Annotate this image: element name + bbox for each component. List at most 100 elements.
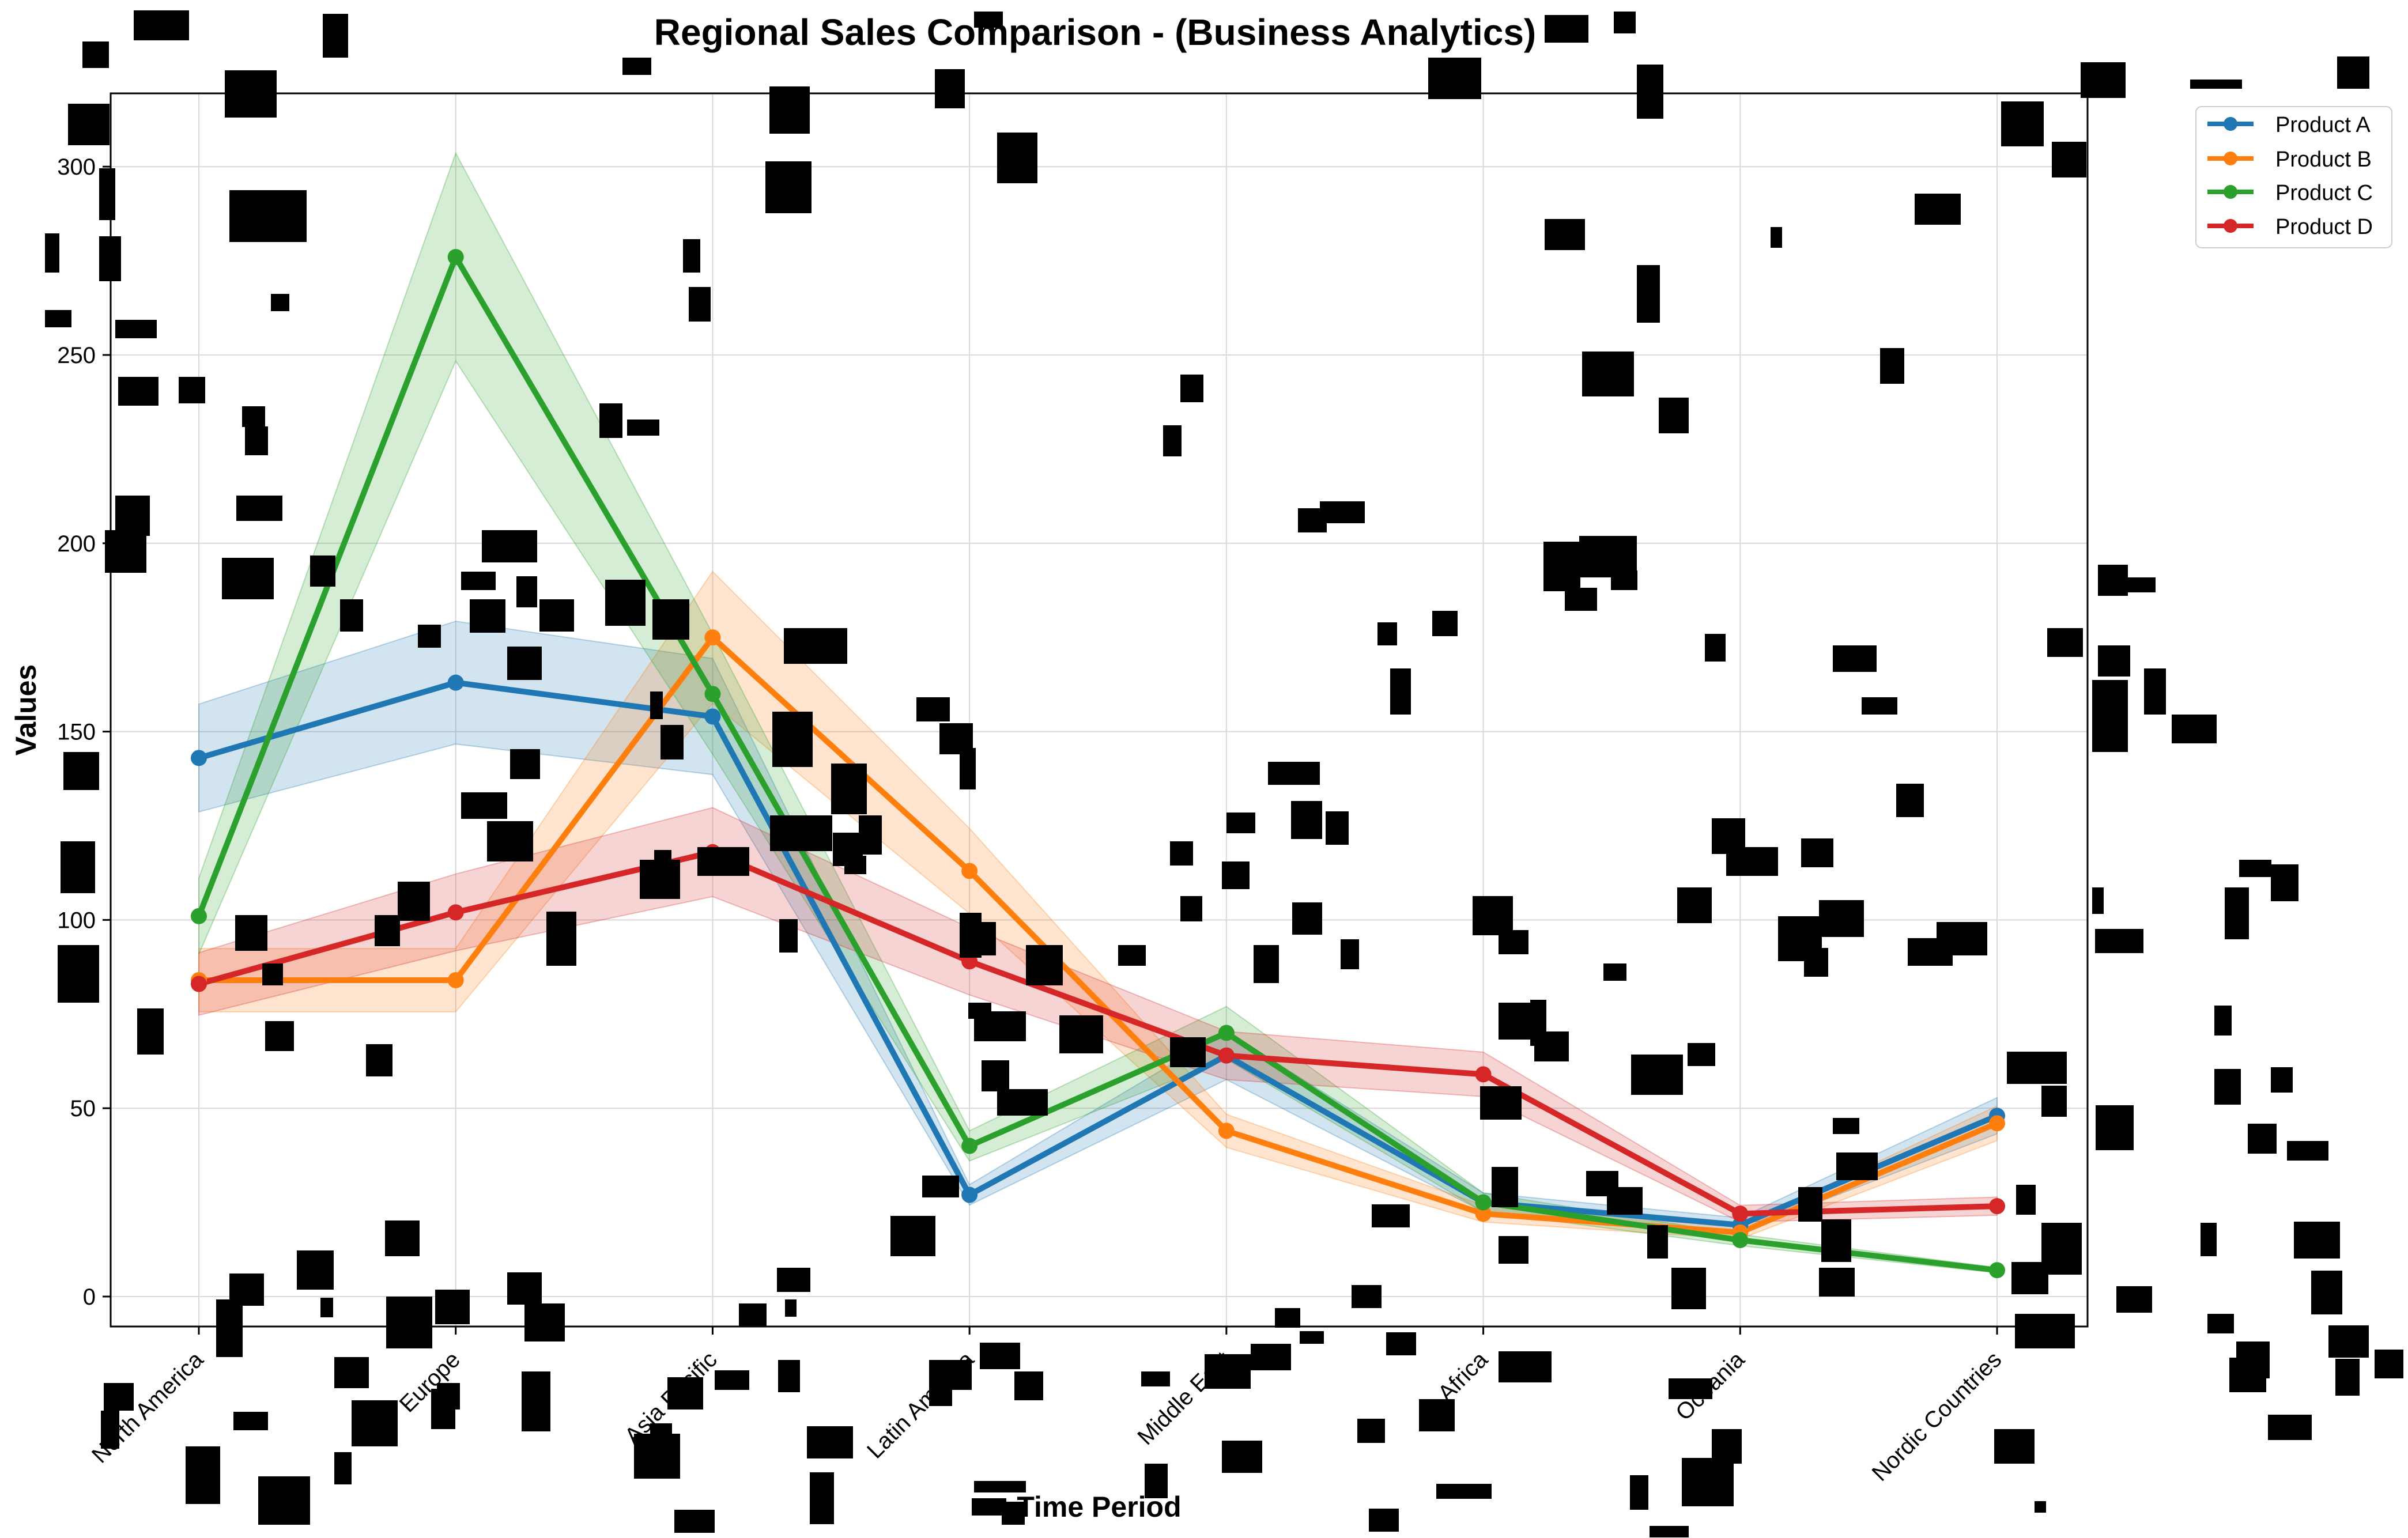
occlusion-block bbox=[225, 70, 277, 118]
occlusion-block bbox=[1631, 1055, 1683, 1095]
occlusion-block bbox=[1833, 1118, 1859, 1134]
occlusion-block bbox=[929, 1360, 952, 1406]
occlusion-block bbox=[229, 190, 307, 242]
occlusion-block bbox=[1565, 588, 1597, 611]
occlusion-block bbox=[1688, 1043, 1715, 1066]
occlusion-block bbox=[82, 41, 109, 68]
occlusion-block bbox=[2214, 1006, 2232, 1036]
point-product-d-north-america bbox=[191, 976, 207, 992]
occlusion-block bbox=[1534, 1031, 1569, 1061]
occlusion-block bbox=[2098, 645, 2130, 677]
occlusion-block bbox=[1804, 948, 1828, 977]
occlusion-block bbox=[366, 1044, 392, 1076]
occlusion-block bbox=[1543, 542, 1580, 591]
occlusion-block bbox=[844, 856, 866, 874]
occlusion-block bbox=[118, 377, 158, 406]
occlusion-block bbox=[105, 530, 146, 573]
occlusion-block bbox=[1026, 945, 1063, 985]
line-product-d bbox=[196, 849, 2000, 1217]
occlusion-block bbox=[1819, 1268, 1855, 1297]
occlusion-block bbox=[2271, 864, 2298, 901]
occlusion-block bbox=[1480, 1086, 1522, 1120]
occlusion-block bbox=[1170, 1037, 1206, 1067]
y-tick-label-300: 300 bbox=[57, 154, 96, 180]
legend-label-product-c: Product C bbox=[2275, 181, 2373, 205]
x-axis-label: Time Period bbox=[1017, 1491, 1181, 1523]
occlusion-block bbox=[99, 236, 121, 281]
legend-marker-product-c bbox=[2224, 185, 2237, 199]
legend-label-product-b: Product B bbox=[2275, 148, 2372, 172]
occlusion-block bbox=[1226, 813, 1255, 833]
occlusion-block bbox=[997, 133, 1037, 183]
occlusion-block bbox=[510, 749, 540, 779]
legend-marker-product-b bbox=[2224, 152, 2237, 165]
occlusion-blocks bbox=[45, 10, 2403, 1537]
occlusion-block bbox=[1275, 1308, 1300, 1328]
occlusion-block bbox=[739, 1303, 767, 1327]
point-product-d-middle-east bbox=[1218, 1047, 1235, 1064]
occlusion-block bbox=[777, 1268, 810, 1292]
occlusion-block bbox=[1637, 265, 1660, 323]
occlusion-block bbox=[1833, 645, 1877, 672]
occlusion-block bbox=[1677, 887, 1712, 923]
occlusion-block bbox=[1377, 622, 1397, 645]
occlusion-block bbox=[1801, 838, 1833, 867]
occlusion-block bbox=[1607, 1187, 1643, 1215]
occlusion-block bbox=[778, 1360, 800, 1392]
point-product-a-latin-america bbox=[961, 1186, 978, 1203]
occlusion-block bbox=[772, 712, 813, 767]
occlusion-block bbox=[1386, 1332, 1416, 1355]
occlusion-block bbox=[1292, 902, 1322, 935]
occlusion-block bbox=[599, 403, 622, 438]
occlusion-block bbox=[99, 168, 115, 220]
occlusion-block bbox=[58, 945, 99, 1003]
occlusion-block bbox=[972, 1498, 1006, 1516]
occlusion-block bbox=[2052, 142, 2086, 177]
occlusion-block bbox=[2328, 1325, 2369, 1358]
occlusion-block bbox=[1862, 697, 1897, 715]
occlusion-block bbox=[1726, 847, 1778, 876]
occlusion-block bbox=[1937, 922, 1987, 955]
occlusion-block bbox=[1390, 668, 1411, 715]
occlusion-block bbox=[68, 104, 110, 145]
point-product-d-oceania bbox=[1732, 1206, 1749, 1222]
occlusion-block bbox=[45, 310, 71, 327]
occlusion-block bbox=[507, 1272, 542, 1305]
occlusion-block bbox=[1611, 570, 1637, 590]
occlusion-block bbox=[2207, 1314, 2234, 1333]
line-product-b bbox=[196, 634, 2000, 1235]
occlusion-block bbox=[2172, 715, 2217, 743]
y-tick-label-250: 250 bbox=[57, 343, 96, 368]
occlusion-block bbox=[1821, 1219, 1851, 1262]
occlusion-block bbox=[2239, 860, 2271, 877]
occlusion-block bbox=[1836, 1152, 1878, 1180]
occlusion-block bbox=[1145, 1464, 1168, 1498]
occlusion-block bbox=[650, 1423, 672, 1446]
occlusion-block bbox=[715, 1370, 749, 1390]
occlusion-block bbox=[1268, 762, 1320, 785]
point-product-c-nordic-countries bbox=[1989, 1262, 2005, 1279]
occlusion-block bbox=[784, 628, 847, 664]
occlusion-block bbox=[1180, 896, 1202, 921]
occlusion-block bbox=[516, 576, 537, 607]
occlusion-block bbox=[1499, 930, 1528, 954]
occlusion-block bbox=[2001, 101, 2044, 146]
occlusion-block bbox=[179, 377, 205, 403]
occlusion-block bbox=[807, 1426, 853, 1458]
legend-marker-product-d bbox=[2224, 219, 2237, 233]
occlusion-block bbox=[1419, 1399, 1455, 1431]
occlusion-block bbox=[461, 572, 496, 590]
occlusion-block bbox=[765, 161, 812, 213]
occlusion-block bbox=[258, 1476, 310, 1525]
occlusion-block bbox=[2092, 735, 2128, 752]
occlusion-block bbox=[334, 1357, 369, 1388]
occlusion-block bbox=[2287, 1141, 2328, 1161]
y-tick-label-150: 150 bbox=[57, 720, 96, 745]
occlusion-block bbox=[461, 792, 507, 819]
occlusion-block bbox=[605, 580, 646, 626]
occlusion-block bbox=[674, 1510, 715, 1533]
legend: Product A Product B Product C Product D bbox=[2195, 106, 2392, 248]
occlusion-block bbox=[2092, 680, 2128, 735]
occlusion-block bbox=[186, 1446, 220, 1504]
occlusion-block bbox=[385, 1220, 420, 1256]
